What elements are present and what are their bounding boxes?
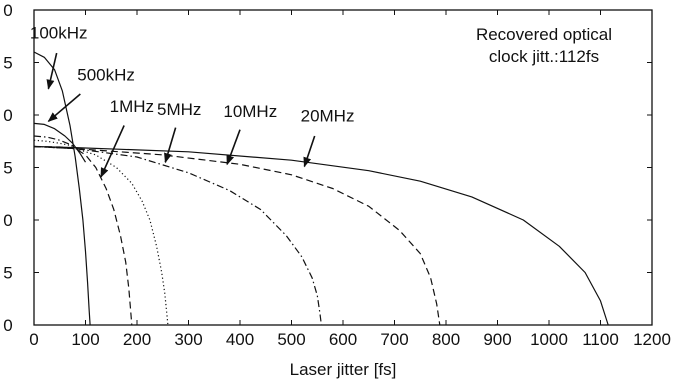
annotations-layer: 100kHz 500kHz 1MHz 5MHz 10MHz 20MHz <box>30 23 355 178</box>
annotation-arrow <box>100 125 125 178</box>
y-tick-label: 0 <box>3 211 12 230</box>
series-line-unlabeled-2 <box>33 135 79 150</box>
y-tick-label: 5 <box>3 54 12 73</box>
annotation-label: 20MHz <box>301 106 355 125</box>
series-line-1mhz <box>33 145 133 326</box>
y-tick-label: 0 <box>3 316 12 335</box>
x-tick-label: 100 <box>71 330 99 349</box>
annotation-label: 10MHz <box>223 102 277 121</box>
x-tick-label: 1000 <box>530 330 568 349</box>
x-tick-label: 600 <box>329 330 357 349</box>
x-tick-label: 200 <box>123 330 151 349</box>
x-tick-label: 1100 <box>582 330 619 349</box>
y-tick-label: 5 <box>3 264 12 283</box>
annotation-label: 100kHz <box>30 23 88 42</box>
annotation-arrow <box>164 127 177 164</box>
series-layer <box>33 51 609 326</box>
x-tick-label: 700 <box>380 330 408 349</box>
y-tick-label: 5 <box>3 159 12 178</box>
x-axis-title: Laser jitter [fs] <box>290 360 397 379</box>
x-tick-label: 900 <box>483 330 511 349</box>
series-line-20mhz <box>33 145 441 326</box>
annotation-label: 5MHz <box>157 100 201 119</box>
x-tick-label: 400 <box>226 330 254 349</box>
series-line-5mhz <box>33 145 169 326</box>
annotation-label: 1MHz <box>110 97 154 116</box>
series-line-10mhz <box>33 145 322 326</box>
x-tick-label: 300 <box>174 330 202 349</box>
series-line-unlabeled-8 <box>33 145 609 326</box>
note-line-1: Recovered optical <box>476 25 612 44</box>
y-tick-label: 0 <box>3 106 12 125</box>
x-tick-label: 500 <box>277 330 305 349</box>
annotation-arrow <box>47 93 81 122</box>
x-tick-label: 0 <box>29 330 38 349</box>
ticks-layer: 0 100 200 300 400 500 600 700 800 900 1000 1100 1200… <box>3 1 671 349</box>
annotation-arrow <box>46 52 58 90</box>
annotation-arrow <box>303 135 316 168</box>
series-line-500khz <box>33 122 87 163</box>
note-line-2: clock jitt.:112fs <box>489 47 599 66</box>
series-line-100khz <box>33 51 91 326</box>
x-tick-label: 1200 <box>633 330 671 349</box>
series-line-unlabeled-3 <box>33 139 79 150</box>
x-tick-label: 800 <box>432 330 460 349</box>
annotation-label: 500kHz <box>77 65 135 84</box>
y-tick-label: 0 <box>3 1 12 20</box>
annotation-arrow <box>226 129 241 166</box>
